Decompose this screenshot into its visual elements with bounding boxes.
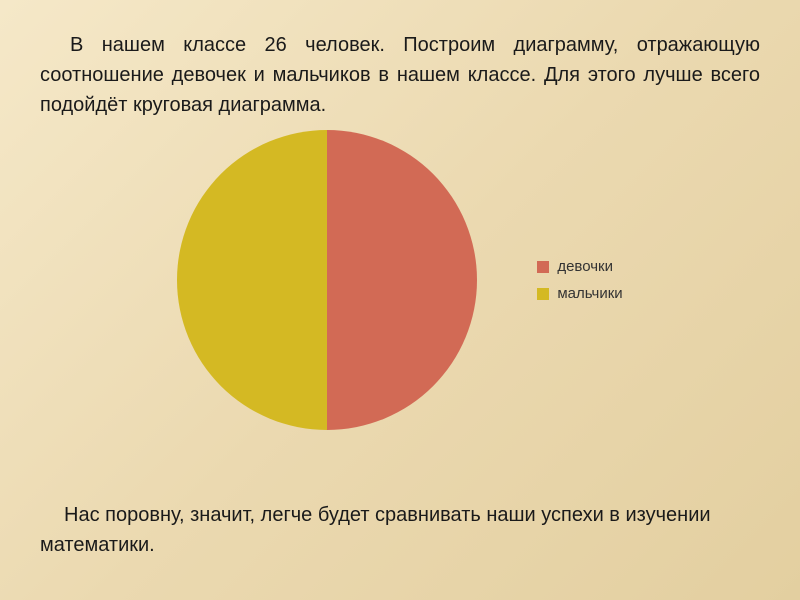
pie-slice-0	[327, 130, 477, 430]
legend-label-0: девочки	[557, 258, 613, 275]
legend-swatch-0	[537, 261, 549, 273]
pie-chart	[177, 130, 477, 430]
conclusion-paragraph: Нас поровну, значит, легче будет сравнив…	[40, 500, 760, 560]
legend-swatch-1	[537, 288, 549, 300]
pie-slice-1	[177, 130, 327, 430]
legend: девочки мальчики	[537, 258, 622, 302]
intro-paragraph: В нашем классе 26 человек. Построим диаг…	[40, 30, 760, 120]
legend-item-0: девочки	[537, 258, 622, 275]
legend-item-1: мальчики	[537, 285, 622, 302]
legend-label-1: мальчики	[557, 285, 622, 302]
chart-area: девочки мальчики	[40, 130, 760, 430]
